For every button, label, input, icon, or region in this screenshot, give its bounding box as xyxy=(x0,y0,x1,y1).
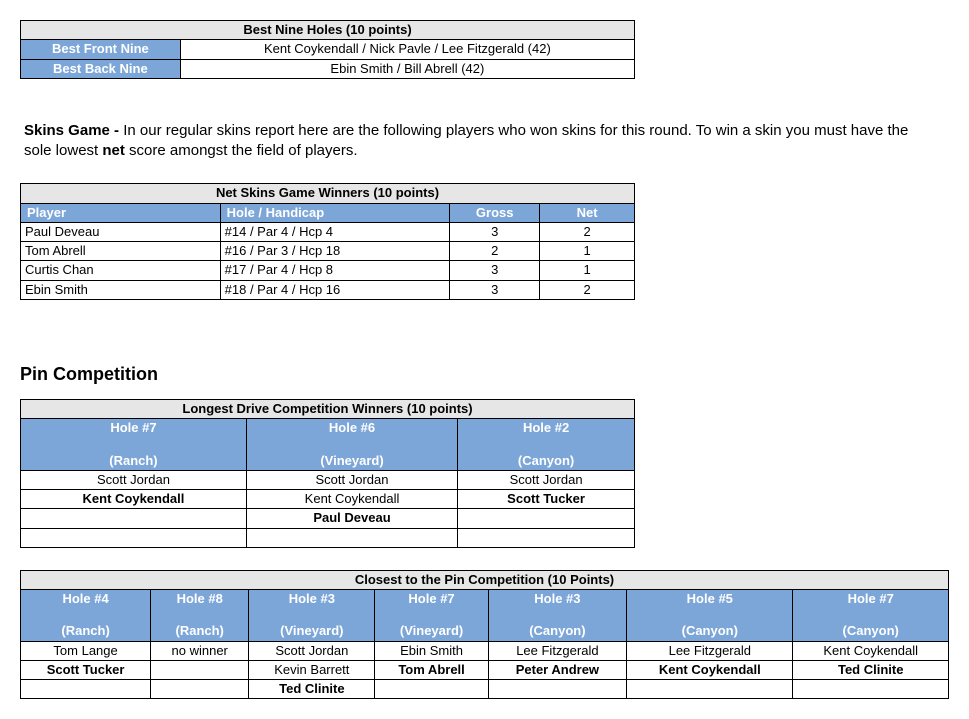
skins-net: net xyxy=(102,142,125,159)
skins-player: Tom Abrell xyxy=(21,242,221,261)
best-nine-value-1: Ebin Smith / Bill Abrell (42) xyxy=(180,59,634,78)
comp-cell: Scott Jordan xyxy=(246,470,457,489)
table-row: Best Back Nine Ebin Smith / Bill Abrell … xyxy=(21,59,635,78)
comp-cell: Scott Tucker xyxy=(458,490,635,509)
table-row: Paul Deveau#14 / Par 4 / Hcp 432 xyxy=(21,222,635,241)
comp-cell xyxy=(151,660,249,679)
comp-cell xyxy=(246,528,457,547)
table-row: Tom Langeno winnerScott JordanEbin Smith… xyxy=(21,641,949,660)
comp-cell xyxy=(21,680,151,699)
comp-cell xyxy=(375,680,488,699)
comp-col-header: Hole #7 (Canyon) xyxy=(793,589,949,641)
skins-h1: Hole / Handicap xyxy=(220,203,450,222)
comp-cell: Paul Deveau xyxy=(246,509,457,528)
skins-lead: Skins Game - xyxy=(24,122,123,139)
pin-heading: Pin Competition xyxy=(20,364,949,385)
comp-col-header: Hole #7 (Ranch) xyxy=(21,419,247,471)
skins-net: 1 xyxy=(540,242,635,261)
comp-col-header: Hole #7 (Vineyard) xyxy=(375,589,488,641)
best-nine-table: Best Nine Holes (10 points) Best Front N… xyxy=(20,20,635,79)
skins-hole: #14 / Par 4 / Hcp 4 xyxy=(220,222,450,241)
skins-player: Paul Deveau xyxy=(21,222,221,241)
skins-net: 2 xyxy=(540,222,635,241)
skins-player: Curtis Chan xyxy=(21,261,221,280)
comp-cell xyxy=(488,680,627,699)
comp-col-header: Hole #6 (Vineyard) xyxy=(246,419,457,471)
comp-cell: Kent Coykendall xyxy=(793,641,949,660)
comp-cell xyxy=(627,680,793,699)
skins-gross: 3 xyxy=(450,222,540,241)
table-row: Best Front Nine Kent Coykendall / Nick P… xyxy=(21,40,635,59)
comp-cell: Kevin Barrett xyxy=(249,660,375,679)
comp-cell xyxy=(21,509,247,528)
skins-gross: 2 xyxy=(450,242,540,261)
best-nine-label-1: Best Back Nine xyxy=(21,59,181,78)
comp-cell: Scott Tucker xyxy=(21,660,151,679)
comp-cell: Tom Abrell xyxy=(375,660,488,679)
skins-title: Net Skins Game Winners (10 points) xyxy=(21,184,635,203)
comp-cell: Scott Jordan xyxy=(458,470,635,489)
table-row: Scott JordanScott JordanScott Jordan xyxy=(21,470,635,489)
ld-title: Longest Drive Competition Winners (10 po… xyxy=(21,399,635,418)
comp-cell xyxy=(151,680,249,699)
table-row: Curtis Chan#17 / Par 4 / Hcp 831 xyxy=(21,261,635,280)
comp-cell: Kent Coykendall xyxy=(21,490,247,509)
comp-col-header: Hole #8 (Ranch) xyxy=(151,589,249,641)
table-row: Ted Clinite xyxy=(21,680,949,699)
comp-cell: Lee Fitzgerald xyxy=(627,641,793,660)
best-nine-value-0: Kent Coykendall / Nick Pavle / Lee Fitzg… xyxy=(180,40,634,59)
skins-table: Net Skins Game Winners (10 points) Playe… xyxy=(20,183,635,300)
skins-player: Ebin Smith xyxy=(21,280,221,299)
skins-hole: #17 / Par 4 / Hcp 8 xyxy=(220,261,450,280)
skins-paragraph: Skins Game - In our regular skins report… xyxy=(24,121,924,162)
comp-cell: Scott Jordan xyxy=(249,641,375,660)
skins-gross: 3 xyxy=(450,261,540,280)
comp-cell: Lee Fitzgerald xyxy=(488,641,627,660)
skins-header-row: Player Hole / Handicap Gross Net xyxy=(21,203,635,222)
skins-h3: Net xyxy=(540,203,635,222)
comp-cell: Ted Clinite xyxy=(249,680,375,699)
comp-cell: Peter Andrew xyxy=(488,660,627,679)
comp-cell: Tom Lange xyxy=(21,641,151,660)
skins-text-b: score amongst the field of players. xyxy=(125,142,358,159)
skins-net: 2 xyxy=(540,280,635,299)
skins-net: 1 xyxy=(540,261,635,280)
comp-cell xyxy=(793,680,949,699)
comp-col-header: Hole #3 (Canyon) xyxy=(488,589,627,641)
best-nine-title: Best Nine Holes (10 points) xyxy=(21,21,635,40)
comp-col-header: Hole #5 (Canyon) xyxy=(627,589,793,641)
comp-col-header: Hole #4 (Ranch) xyxy=(21,589,151,641)
skins-hole: #18 / Par 4 / Hcp 16 xyxy=(220,280,450,299)
table-row xyxy=(21,528,635,547)
comp-cell xyxy=(458,528,635,547)
cp-title: Closest to the Pin Competition (10 Point… xyxy=(21,570,949,589)
closest-pin-table: Closest to the Pin Competition (10 Point… xyxy=(20,570,949,700)
comp-cell: Scott Jordan xyxy=(21,470,247,489)
comp-col-header: Hole #3 (Vineyard) xyxy=(249,589,375,641)
comp-cell: Kent Coykendall xyxy=(627,660,793,679)
skins-hole: #16 / Par 3 / Hcp 18 xyxy=(220,242,450,261)
table-row: Tom Abrell#16 / Par 3 / Hcp 1821 xyxy=(21,242,635,261)
comp-cell: Ebin Smith xyxy=(375,641,488,660)
comp-col-header: Hole #2 (Canyon) xyxy=(458,419,635,471)
table-row: Paul Deveau xyxy=(21,509,635,528)
comp-cell: Kent Coykendall xyxy=(246,490,457,509)
comp-cell xyxy=(21,528,247,547)
skins-gross: 3 xyxy=(450,280,540,299)
comp-cell: Ted Clinite xyxy=(793,660,949,679)
table-row: Scott Tucker Kevin BarrettTom AbrellPeter… xyxy=(21,660,949,679)
comp-cell: no winner xyxy=(151,641,249,660)
best-nine-label-0: Best Front Nine xyxy=(21,40,181,59)
comp-cell xyxy=(458,509,635,528)
table-row: Kent CoykendallKent CoykendallScott Tuck… xyxy=(21,490,635,509)
skins-h2: Gross xyxy=(450,203,540,222)
table-row: Ebin Smith#18 / Par 4 / Hcp 1632 xyxy=(21,280,635,299)
longest-drive-table: Longest Drive Competition Winners (10 po… xyxy=(20,399,635,548)
skins-h0: Player xyxy=(21,203,221,222)
